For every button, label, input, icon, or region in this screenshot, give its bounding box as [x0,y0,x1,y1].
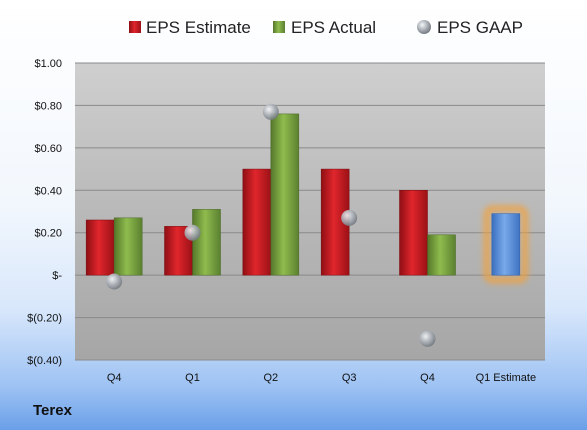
bar-estimate [85,219,115,276]
bars [85,113,529,284]
marker-gaap [419,330,436,347]
gridlines [75,62,545,361]
y-axis-ticks: $1.00 $0.80 $0.60 $0.40 $0.20 $- $(0.20) $(0.40… [27,58,62,367]
legend-item-actual: EPS Actual [273,18,376,37]
plot-area [75,63,545,360]
x-tick-label: Q1 [185,372,200,384]
legend-swatch-gaap [417,20,431,34]
y-tick-label: $(0.20) [27,313,62,325]
x-tick-label: Q4 [420,372,435,384]
bar-estimate [399,190,428,276]
legend-item-estimate: EPS Estimate [129,18,251,37]
marker-gaap [262,103,279,120]
bar-actual [192,209,221,276]
bar-forecast [491,213,521,276]
gaap-markers [106,103,436,347]
x-tick-label: Q4 [107,372,122,384]
y-tick-label: $- [52,270,62,282]
y-tick-label: $0.80 [34,100,62,112]
bar-actual [270,113,300,276]
x-tick-label: Q3 [342,372,357,384]
company-name: Terex [33,402,72,419]
forecast-glow [483,205,529,284]
legend: EPS Estimate EPS Actual EPS GAAP [129,18,523,37]
legend-swatch-actual [273,21,285,33]
marker-gaap [106,273,123,290]
y-tick-label: $1.00 [34,58,62,70]
x-tick-label: Q1 Estimate [476,372,537,384]
legend-swatch-estimate [129,21,141,33]
legend-label-actual: EPS Actual [291,18,376,37]
bar-actual [427,234,456,276]
legend-item-gaap: EPS GAAP [417,18,523,37]
marker-gaap [184,224,201,241]
x-tick-label: Q2 [263,372,278,384]
bar-actual [113,217,143,276]
marker-gaap [341,209,358,226]
y-tick-label: $0.40 [34,185,62,197]
y-tick-label: $0.20 [34,228,62,240]
bar-estimate [242,168,272,276]
y-tick-label: $0.60 [34,143,62,155]
legend-label-gaap: EPS GAAP [437,18,523,37]
legend-label-estimate: EPS Estimate [146,18,251,37]
x-axis-ticks: Q4 Q1 Q2 Q3 Q4 Q1 Estimate [107,372,536,384]
y-tick-label: $(0.40) [27,355,62,367]
